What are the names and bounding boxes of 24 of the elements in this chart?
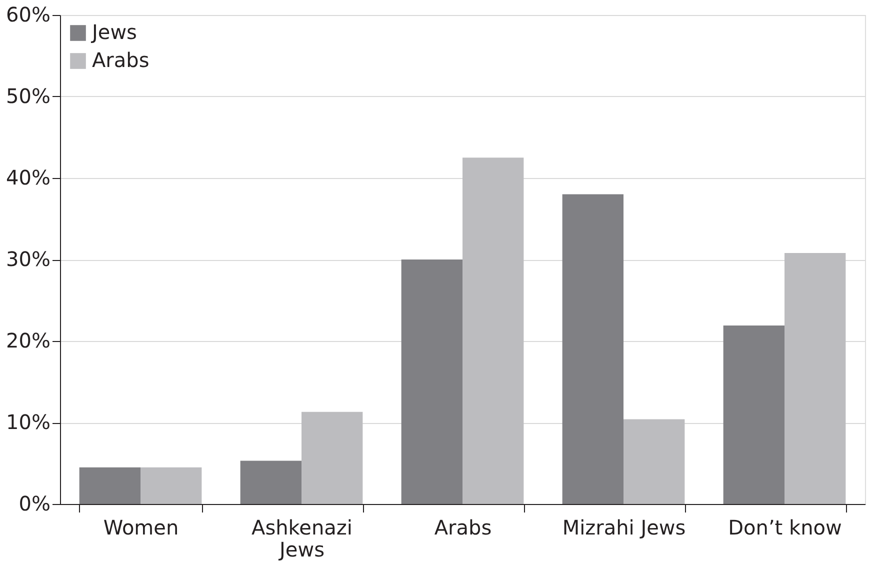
x-tick-label: Don’t know bbox=[728, 516, 842, 540]
bar bbox=[79, 467, 140, 504]
legend-label: Arabs bbox=[92, 48, 150, 72]
y-tick-label: 50% bbox=[6, 84, 50, 108]
y-tick-label: 30% bbox=[6, 247, 50, 271]
bar bbox=[240, 460, 302, 504]
y-tick-label: 40% bbox=[6, 166, 50, 190]
x-tick-label: Arabs bbox=[434, 516, 492, 540]
bar bbox=[302, 412, 363, 504]
x-tick-label: Ashkenazi Jews bbox=[252, 516, 352, 562]
bar bbox=[624, 419, 685, 504]
y-tick-label: 60% bbox=[6, 2, 50, 26]
x-tick-label: Mizrahi Jews bbox=[562, 516, 686, 540]
bar bbox=[462, 158, 524, 504]
y-tick-label: 20% bbox=[6, 328, 50, 352]
x-tick-label: Women bbox=[103, 516, 179, 540]
y-tick-label: 10% bbox=[6, 410, 50, 434]
bar bbox=[562, 194, 624, 504]
bar bbox=[140, 467, 202, 504]
bar bbox=[723, 326, 784, 504]
y-tick-label: 0% bbox=[18, 492, 50, 516]
legend-label: Jews bbox=[90, 20, 137, 44]
bar bbox=[401, 260, 462, 504]
bar bbox=[784, 252, 846, 504]
